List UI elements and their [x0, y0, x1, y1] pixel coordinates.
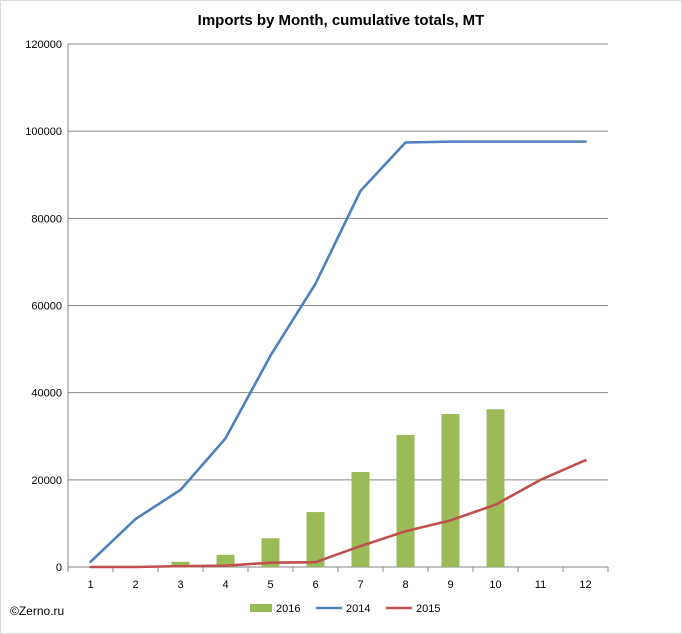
- line-2015: [89, 458, 587, 569]
- y-tick-label: 0: [56, 562, 62, 574]
- y-tick-label: 60000: [31, 301, 62, 313]
- x-tick-label: 8: [402, 579, 408, 591]
- chart-title: Imports by Month, cumulative totals, MT: [197, 12, 485, 29]
- x-tick-label: 11: [535, 579, 546, 591]
- line-2014: [89, 140, 587, 564]
- x-tick-label: 4: [222, 579, 228, 591]
- bar-2016: [261, 538, 280, 567]
- legend-label-2014: 2014: [346, 603, 370, 615]
- x-tick-label: 7: [357, 579, 363, 591]
- bar-2016: [396, 434, 415, 567]
- legend-swatch-2016: [250, 604, 272, 612]
- y-tick-label: 80000: [31, 213, 62, 225]
- y-tick-label: 20000: [31, 475, 62, 487]
- y-tick-label: 120000: [25, 39, 62, 51]
- watermark: ©Zerno.ru: [10, 604, 65, 618]
- bar-2016: [351, 471, 370, 567]
- x-tick-label: 6: [312, 579, 318, 591]
- x-tick-label: 3: [177, 579, 183, 591]
- x-tick-label: 1: [87, 579, 93, 591]
- x-tick-label: 10: [489, 579, 501, 591]
- legend-label-2015: 2015: [416, 603, 440, 615]
- bar-2016: [306, 512, 325, 567]
- x-tick-label: 9: [447, 579, 453, 591]
- bar-2016: [171, 561, 190, 567]
- x-tick-label: 2: [132, 579, 138, 591]
- bar-2016: [441, 414, 460, 567]
- bar-2016: [216, 554, 235, 567]
- x-tick-label: 5: [267, 579, 273, 591]
- y-tick-label: 100000: [25, 126, 62, 138]
- legend-label-2016: 2016: [276, 603, 300, 615]
- bar-2016: [486, 409, 505, 567]
- x-tick-label: 12: [579, 579, 591, 591]
- y-tick-label: 40000: [31, 388, 62, 400]
